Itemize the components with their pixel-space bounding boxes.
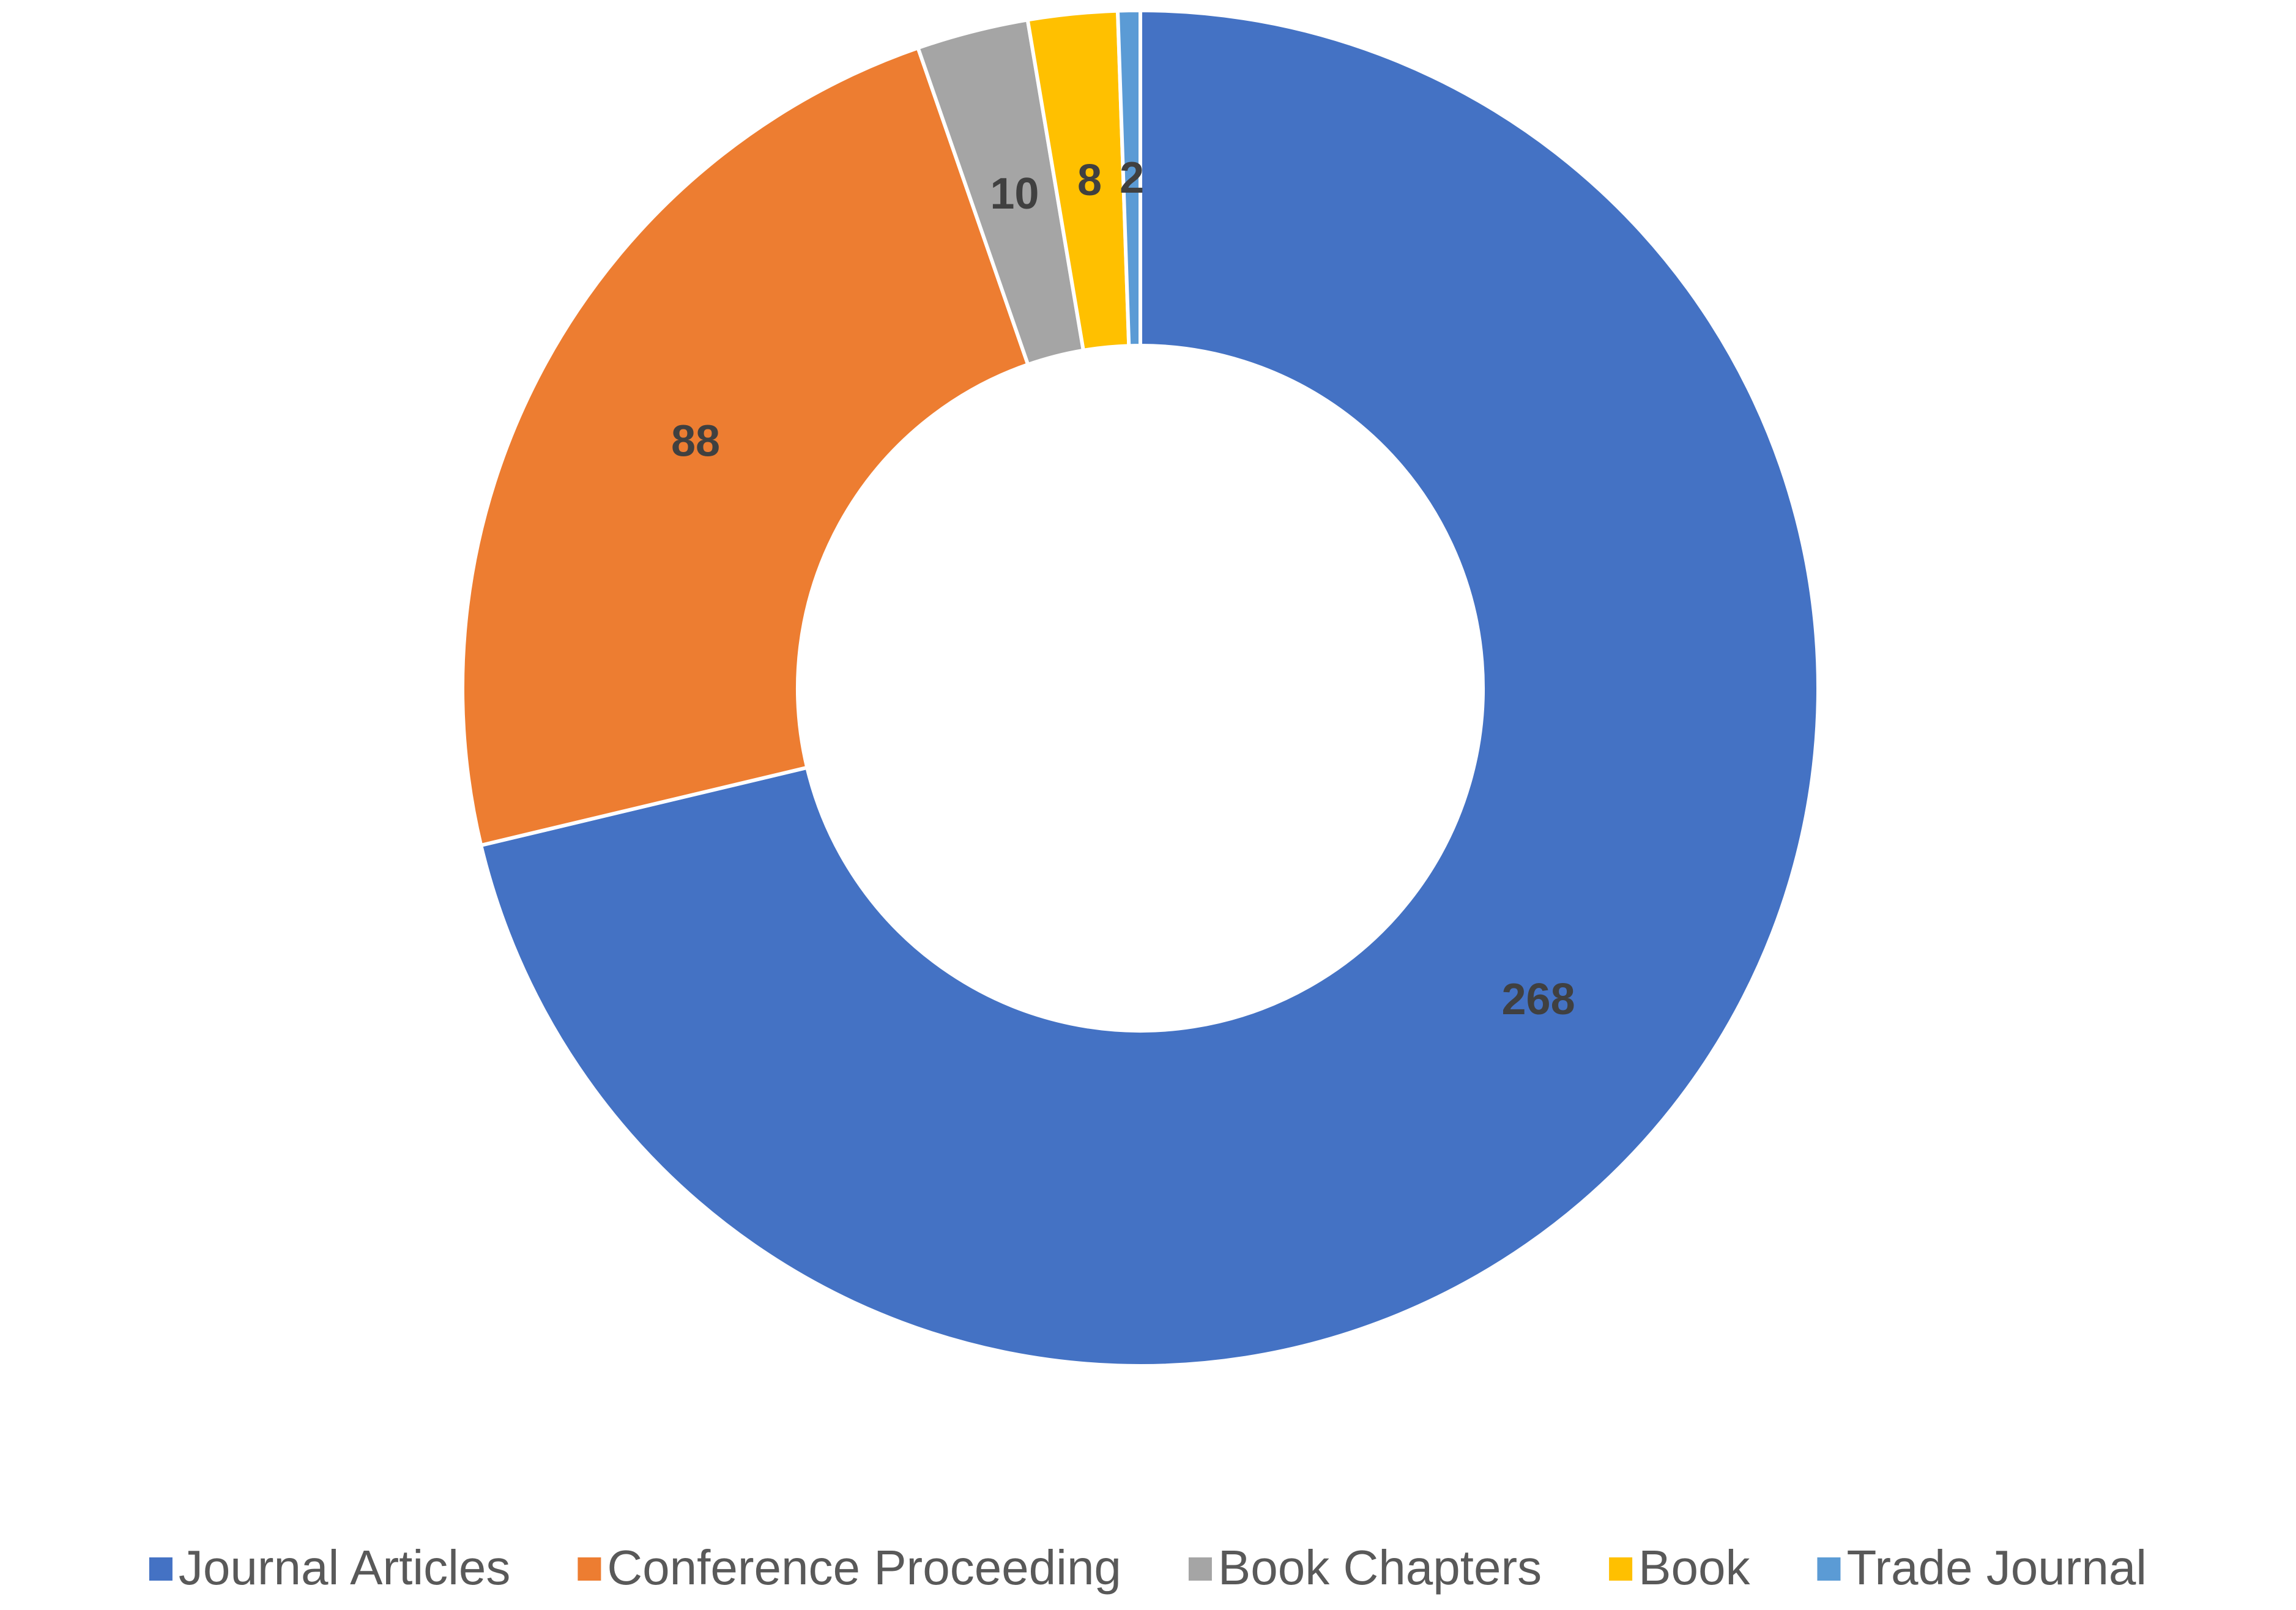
legend-swatch xyxy=(578,1557,601,1581)
data-label: 10 xyxy=(990,169,1039,218)
legend-label: Book xyxy=(1638,1540,1750,1595)
legend-swatch xyxy=(1609,1557,1633,1581)
data-label: 8 xyxy=(1077,156,1102,205)
donut-slice xyxy=(1115,8,1142,348)
legend-label: Trade Journal xyxy=(1846,1540,2147,1595)
donut-slice xyxy=(478,8,1820,1368)
data-label: 88 xyxy=(671,417,720,466)
legend-swatch xyxy=(149,1557,173,1581)
legend-label: Journal Articles xyxy=(179,1540,510,1595)
data-label: 2 xyxy=(1120,154,1144,202)
donut-slice xyxy=(461,45,1031,848)
legend-swatch xyxy=(1188,1557,1212,1581)
data-label: 268 xyxy=(1502,975,1575,1024)
legend-swatch xyxy=(1817,1557,1841,1581)
legend-label: Conference Proceeding xyxy=(607,1540,1121,1595)
legend-label: Book Chapters xyxy=(1218,1540,1542,1595)
